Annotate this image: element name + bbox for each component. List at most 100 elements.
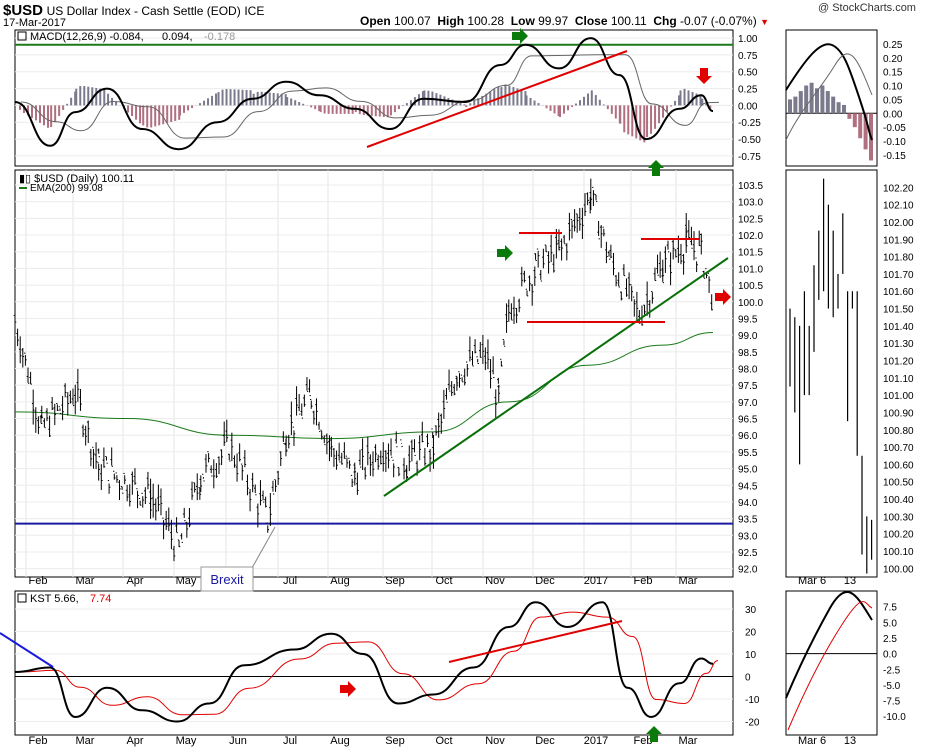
side-price-y-tick: 100.80 <box>883 426 914 437</box>
macd-y-tick: 0.00 <box>738 101 758 112</box>
macd-histogram-bar <box>199 103 202 106</box>
side-price-y-tick: 101.80 <box>883 253 914 264</box>
macd-histogram-bar <box>211 95 214 106</box>
kst-y-tick: 30 <box>745 605 757 616</box>
macd-histogram-bar <box>170 105 173 123</box>
macd-histogram-bar <box>557 105 560 117</box>
x-tick-label: Jul <box>283 575 297 587</box>
instrument-name: US Dollar Index - Cash Settle (EOD) <box>46 4 241 18</box>
macd-histogram-bar <box>386 105 389 118</box>
macd-histogram-bar <box>179 105 182 116</box>
macd-histogram-bar <box>610 105 613 114</box>
side-macd-y-tick: -0.10 <box>883 137 906 148</box>
macd-histogram-bar <box>567 105 570 111</box>
macd-histogram-bar <box>587 93 590 106</box>
macd-histogram-bar <box>683 88 686 106</box>
macd-histogram-bar <box>666 105 669 113</box>
macd-histogram-bar <box>225 89 228 106</box>
side-price-y-tick: 100.20 <box>883 530 914 541</box>
macd-y-tick: -0.25 <box>738 118 761 129</box>
ema-legend-label: EMA(200) 99.08 <box>30 183 103 194</box>
macd-line <box>14 37 714 151</box>
macd-histogram-bar <box>335 105 338 114</box>
macd-histogram-bar <box>481 95 484 106</box>
macd-histogram-bar <box>590 90 593 106</box>
side-macd-histogram-bar <box>836 102 841 114</box>
macd-histogram-bar <box>397 105 400 110</box>
macd-histogram-bar <box>347 105 350 114</box>
price-y-tick: 96.5 <box>738 415 758 426</box>
side-kst-y-tick: 7.5 <box>883 603 897 614</box>
macd-histogram-bar <box>639 105 642 141</box>
side-kst-signal <box>787 601 873 731</box>
ema-200-line <box>14 332 714 440</box>
price-y-tick: 92.5 <box>738 548 758 559</box>
macd-histogram-bar <box>264 92 267 106</box>
macd-y-tick: 0.25 <box>738 85 758 96</box>
low-label: Low <box>510 14 535 28</box>
chart-date: 17-Mar-2017 <box>3 17 66 29</box>
side-macd-histogram-bar <box>842 104 846 114</box>
macd-histogram-bar <box>662 105 665 118</box>
price-y-tick: 93.0 <box>738 531 758 542</box>
price-y-tick: 97.0 <box>738 398 758 409</box>
x-tick-label: Dec <box>535 735 555 747</box>
side-macd-histogram-bar <box>788 99 792 114</box>
brexit-annotation: Brexit <box>210 572 244 587</box>
macd-histogram-bar <box>221 89 224 106</box>
macd-histogram-bar <box>331 105 334 114</box>
price-y-tick: 92.0 <box>738 565 758 576</box>
macd-histogram-bar <box>314 105 317 110</box>
price-y-tick: 94.5 <box>738 481 758 492</box>
kst-trendline <box>448 620 623 663</box>
macd-histogram-bar <box>310 105 313 108</box>
macd-histogram-bar <box>627 105 630 135</box>
price-panel <box>14 169 734 578</box>
macd-histogram-bar <box>43 105 45 126</box>
annotation-box <box>200 566 254 592</box>
side-kst-y-tick: -5.0 <box>883 681 901 692</box>
side-kst-y-tick: 2.5 <box>883 634 897 645</box>
macd-y-tick: -0.50 <box>738 135 761 146</box>
x-tick-label: May <box>176 575 197 587</box>
ohlc-readout: Open 100.07 High 100.28 Low 99.97 Close … <box>360 14 769 28</box>
macd-histogram-bar <box>516 88 519 106</box>
price-y-tick: 95.0 <box>738 465 758 476</box>
side-macd-histogram-bar <box>820 85 825 114</box>
macd-histogram-bar <box>594 95 597 106</box>
macd-histogram-bar <box>374 105 377 117</box>
price-y-tick: 97.5 <box>738 381 758 392</box>
side-macd-histogram-bar <box>798 91 803 114</box>
side-price-y-tick: 100.90 <box>883 408 914 419</box>
macd-histogram-bar <box>327 105 330 114</box>
macd-histogram-bar <box>459 102 462 106</box>
x-tick-label: Apr <box>126 735 143 747</box>
macd-histogram-bar <box>233 89 236 106</box>
macd-histogram-bar <box>500 87 503 106</box>
macd-histogram-bar <box>631 105 634 137</box>
macd-histogram-bar <box>139 105 142 124</box>
macd-histogram-bar <box>99 88 102 106</box>
macd-histogram-bar <box>127 105 130 113</box>
macd-histogram-bar <box>27 105 29 116</box>
macd-histogram-bar <box>79 86 82 106</box>
side-macd-line <box>785 43 873 141</box>
kst-y-tick: 0 <box>745 673 751 684</box>
macd-histogram-bar <box>614 105 617 119</box>
side-x-tick-label: Mar 6 <box>798 735 826 747</box>
side-price-y-tick: 101.70 <box>883 270 914 281</box>
macd-histogram-bar <box>302 103 305 106</box>
side-macd-histogram-bar <box>852 113 857 128</box>
green-arrow-icon <box>646 726 662 742</box>
macd-histogram-bar <box>401 105 404 107</box>
kst-y-tick: 10 <box>745 650 757 661</box>
macd-histogram-bar <box>679 90 682 106</box>
x-tick-label: Feb <box>29 735 48 747</box>
macd-histogram-bar <box>670 105 673 107</box>
side-x-tick-label: Mar 6 <box>798 575 826 587</box>
kst-signal-line <box>19 611 719 716</box>
side-macd-y-tick: 0.15 <box>883 68 903 79</box>
macd-histogram-bar <box>280 93 283 106</box>
macd-histogram-bar <box>83 86 86 106</box>
macd-histogram-bar <box>705 103 708 106</box>
